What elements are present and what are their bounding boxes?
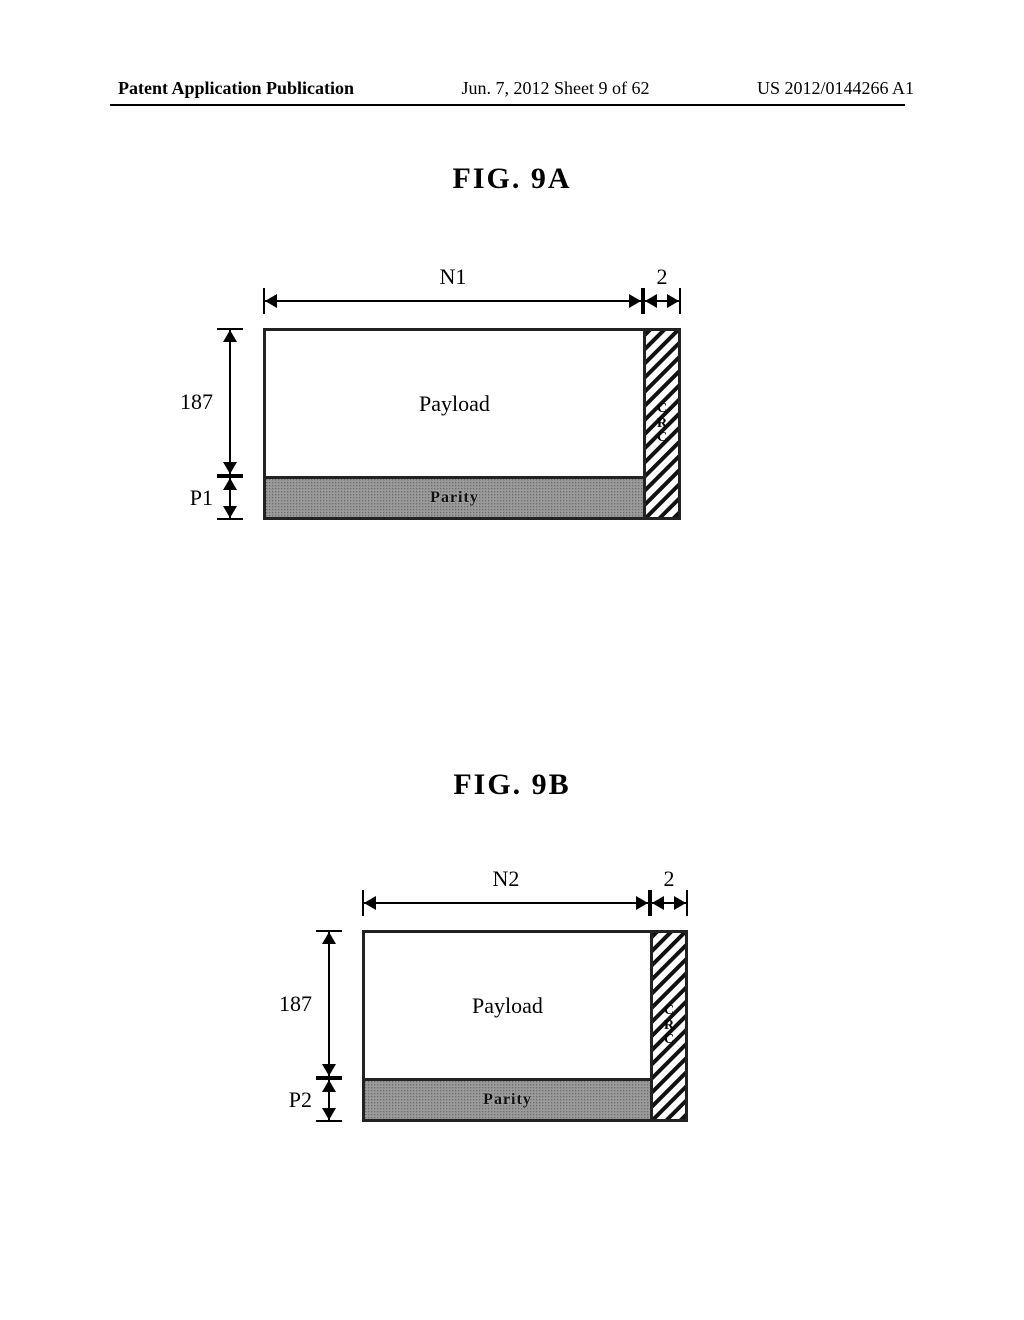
dim-187-b-label: 187	[264, 930, 312, 1078]
crc-cell-a: CRC	[646, 331, 678, 517]
figure-9b: N2 2 187 P2 Payload	[262, 892, 692, 1142]
dim-n2: N2	[362, 894, 650, 895]
page-header: Patent Application Publication Jun. 7, 2…	[0, 78, 1024, 99]
dim-n2-label: N2	[362, 866, 650, 892]
dim-crc-2-a-label: 2	[643, 264, 681, 290]
parity-cell-a: Parity	[266, 479, 643, 517]
dim-187-b: 187	[320, 930, 321, 1078]
dim-p1: P1	[221, 476, 222, 520]
dim-n1-label: N1	[263, 264, 643, 290]
dim-p2: P2	[320, 1078, 321, 1122]
payload-cell-b: Payload	[365, 933, 650, 1078]
dim-crc-2-b-label: 2	[650, 866, 688, 892]
payload-label-b: Payload	[472, 993, 543, 1019]
payload-cell-a: Payload	[266, 331, 643, 476]
header-right-text: US 2012/0144266 A1	[757, 78, 914, 99]
dim-crc-2-a: 2	[643, 292, 681, 293]
dim-crc-2-b: 2	[650, 894, 688, 895]
figure-9a-title: FIG. 9A	[0, 162, 1024, 196]
parity-label-b: Parity	[365, 1091, 650, 1109]
dim-n1: N1	[263, 292, 643, 293]
crc-cell-b: CRC	[653, 933, 685, 1119]
payload-label-a: Payload	[419, 391, 490, 417]
dim-187-a: 187	[221, 328, 222, 476]
crc-label-a: CRC	[646, 402, 678, 446]
header-rule	[110, 104, 905, 106]
parity-cell-b: Parity	[365, 1081, 650, 1119]
block-9b: Payload Parity	[362, 930, 688, 1122]
crc-label-b: CRC	[653, 1004, 685, 1048]
dim-187-a-label: 187	[165, 328, 213, 476]
header-left-text: Patent Application Publication	[118, 78, 354, 99]
figure-9a: N1 2 187 P1 Payload	[163, 290, 693, 540]
dim-p1-label: P1	[165, 476, 213, 520]
block-9a: Payload Parity	[263, 328, 681, 520]
figure-9b-title: FIG. 9B	[0, 768, 1024, 802]
dim-p2-label: P2	[264, 1078, 312, 1122]
parity-label-a: Parity	[266, 489, 643, 507]
header-center-text: Jun. 7, 2012 Sheet 9 of 62	[462, 78, 650, 99]
